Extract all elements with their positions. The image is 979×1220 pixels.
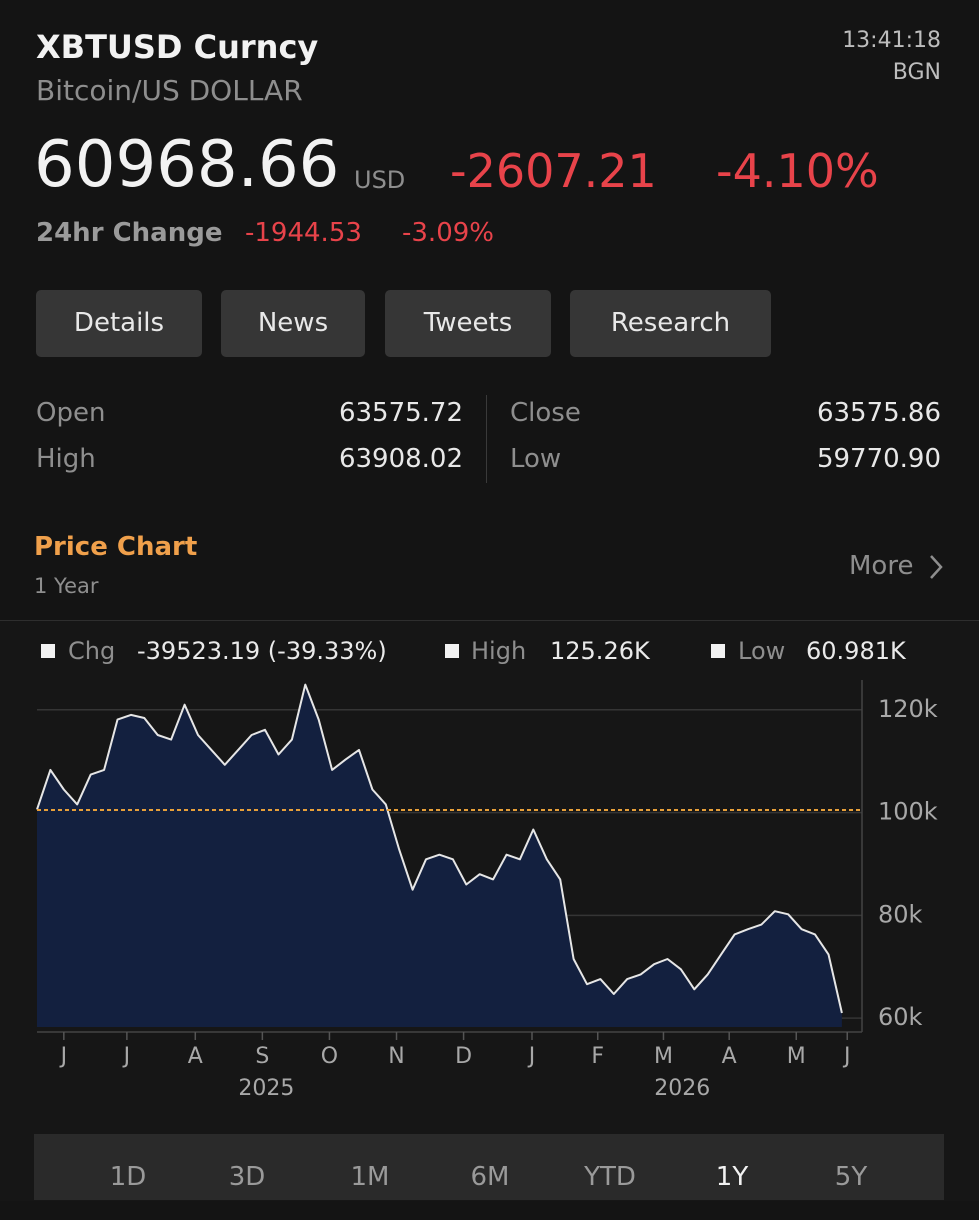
range-button[interactable]: 5Y [834,1162,868,1192]
tab-button[interactable]: Details [36,290,202,357]
change-24h: -1944.53 [245,218,362,248]
chevron[interactable] [926,552,946,582]
currency: USD [354,166,406,194]
stat-value: 63575.86 [816,398,941,428]
range-bar: 1D 3D 1M 6M YTD 1Y 5Y [34,1134,944,1200]
range-button[interactable]: 1M [350,1162,390,1192]
stat-value: 59770.90 [816,444,941,474]
symbol: XBTUSD Curncy [36,28,319,66]
change-pct: -4.10% [716,144,879,198]
change-24h-label: 24hr Change [36,218,223,248]
price: 60968.66 [34,128,340,202]
stat-label: Open [36,398,106,428]
instrument-name: Bitcoin/US DOLLAR [36,74,303,107]
range-button[interactable]: 6M [470,1162,510,1192]
stat-label: Close [510,398,581,428]
time: 13:41:18 [842,28,941,53]
range-button[interactable]: 1Y [715,1162,749,1192]
range-button[interactable]: 1D [109,1162,147,1192]
source: BGN [892,60,941,85]
change: -2607.21 [450,144,657,198]
tab-button[interactable]: Tweets [385,290,551,357]
stat-label: High [36,444,96,474]
divider [486,395,487,483]
chart-panel [0,620,979,1201]
section-title: Price Chart [34,532,198,562]
stat-value: 63575.72 [338,398,463,428]
more-link[interactable]: More [849,551,914,581]
tab-button[interactable]: Research [570,290,771,357]
range-button[interactable]: YTD [584,1162,636,1192]
section-subtitle: 1 Year [34,574,99,598]
tab-button[interactable]: News [221,290,365,357]
stat-value: 63908.02 [338,444,463,474]
stat-label: Low [510,444,562,474]
range-button[interactable]: 3D [228,1162,266,1192]
change-24h-pct: -3.09% [402,218,494,248]
